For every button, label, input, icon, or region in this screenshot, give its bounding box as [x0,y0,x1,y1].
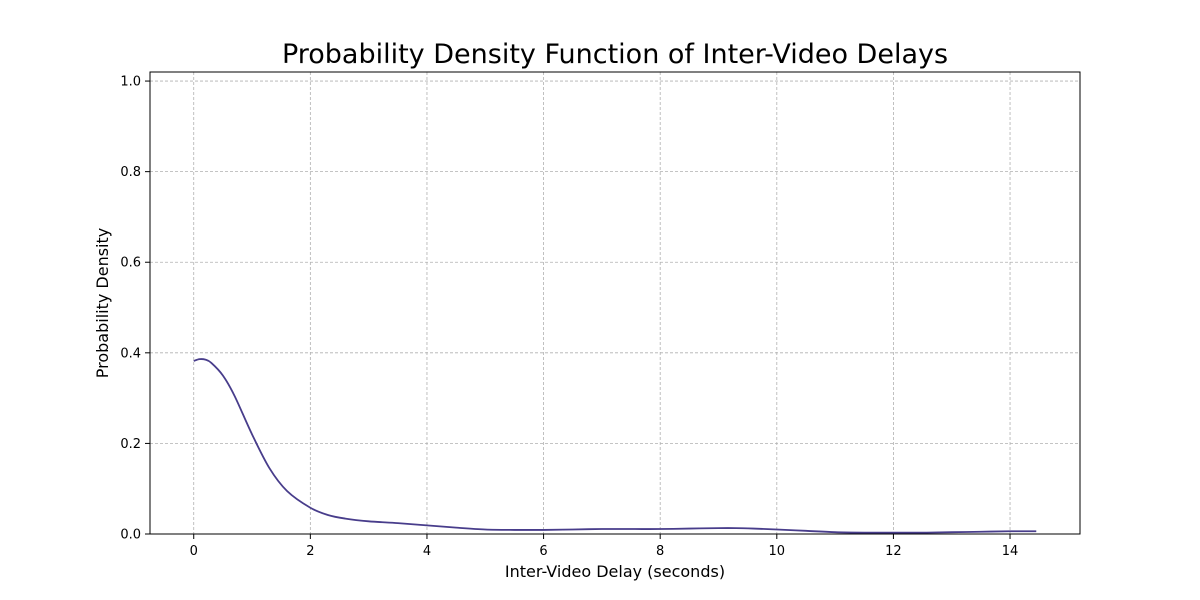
x-tick-label: 2 [306,544,314,559]
y-tick-label: 0.6 [120,256,141,271]
x-tick-label: 10 [769,544,786,559]
x-tick-label: 14 [1002,544,1019,559]
x-tick-label: 0 [190,544,198,559]
density-line [193,358,1037,534]
y-tick-label: 1.0 [120,75,141,90]
density-series [193,358,1037,534]
x-tick-label: 6 [539,544,547,559]
chart-title: Probability Density Function of Inter-Vi… [282,39,948,70]
x-axis-label: Inter-Video Delay (seconds) [505,562,725,581]
y-tick-label: 0.2 [120,437,141,452]
x-tick-label: 12 [885,544,902,559]
grid-lines [150,72,1080,535]
y-tick-label: 0.4 [120,346,141,361]
plot-frame [149,71,1081,535]
y-tick-label: 0.0 [120,528,141,543]
x-tick-label: 4 [423,544,431,559]
y-axis-label: Probability Density [93,228,112,379]
axis-ticks: 0 2 4 6 8 10 12 14 0.0 0.2 0.4 0.6 0.8 1.0 [120,75,1018,559]
y-tick-label: 0.8 [120,165,141,180]
x-tick-label: 8 [656,544,664,559]
